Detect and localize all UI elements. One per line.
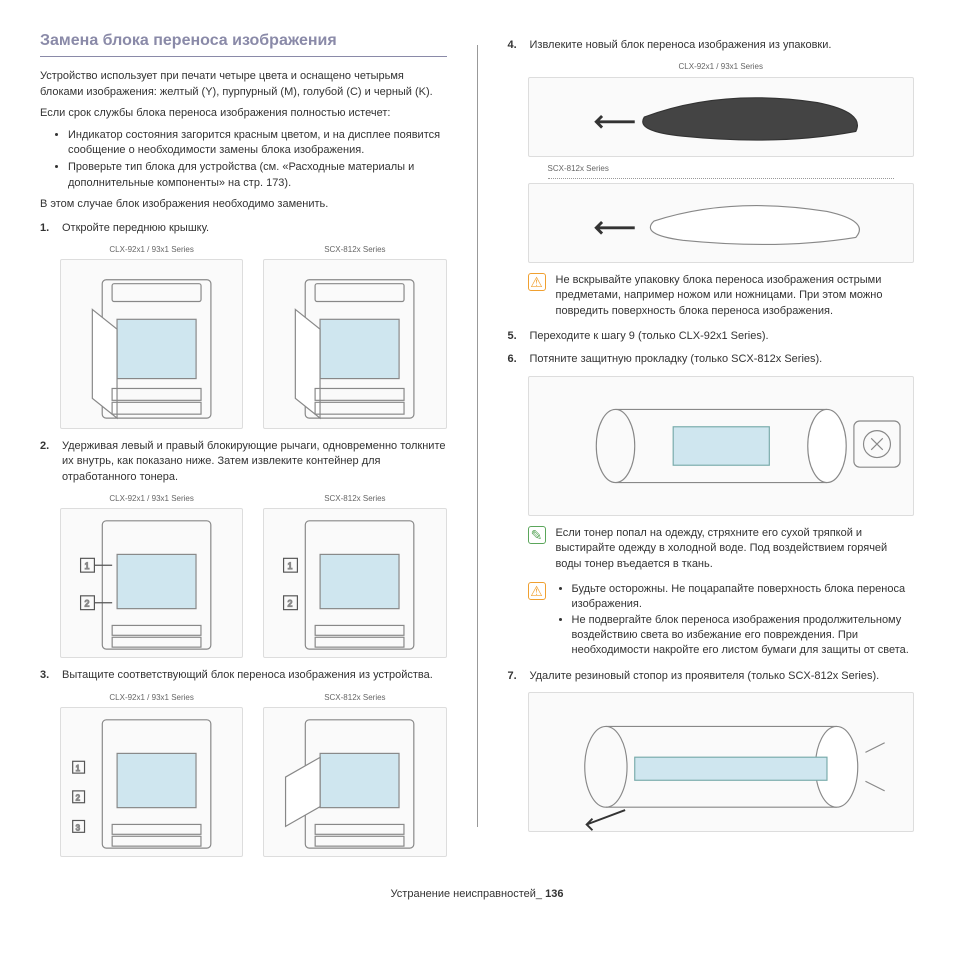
step-text: Откройте переднюю крышку.	[62, 221, 447, 236]
step-1: 1. Откройте переднюю крышку.	[40, 221, 447, 236]
step-text: Извлеките новый блок переноса изображени…	[530, 38, 915, 53]
step-number: 2.	[40, 439, 54, 485]
figure: CLX-92x1 / 93x1 Series 1 2	[60, 493, 243, 658]
step-list: 5. Переходите к шагу 9 (только CLX-92x1 …	[508, 329, 915, 368]
warning-note: ⚠ Не вскрывайте упаковку блока переноса …	[528, 273, 915, 319]
section-title: Замена блока переноса изображения	[40, 30, 447, 57]
figure-caption: SCX-812x Series	[548, 163, 895, 179]
step-2: 2. Удерживая левый и правый блокирующие …	[40, 439, 447, 485]
intro-paragraph-3: В этом случае блок изображения необходим…	[40, 197, 447, 212]
svg-text:2: 2	[288, 599, 293, 609]
step-text: Переходите к шагу 9 (только CLX-92x1 Ser…	[530, 329, 915, 344]
footer-section: Устранение неисправностей_	[391, 888, 542, 900]
figure: CLX-92x1 / 93x1 Series	[60, 244, 243, 429]
step-6: 6. Потяните защитную прокладку (только S…	[508, 352, 915, 367]
page-footer: Устранение неисправностей_ 136	[40, 887, 914, 902]
note-body: Будьте осторожны. Не поцарапайте поверхн…	[556, 582, 915, 659]
figure: CLX-92x1 / 93x1 Series 1 2 3	[60, 692, 243, 857]
step-text: Удалите резиновый стопор из проявителя (…	[530, 669, 915, 684]
step-number: 7.	[508, 669, 522, 684]
step-4: 4. Извлеките новый блок переноса изображ…	[508, 38, 915, 53]
bullet-item: Проверьте тип блока для устройства (см. …	[68, 160, 447, 191]
page-content: Замена блока переноса изображения Устрой…	[40, 30, 914, 867]
intro-bullets: Индикатор состояния загорится красным цв…	[68, 128, 447, 192]
step-list: 4. Извлеките новый блок переноса изображ…	[508, 38, 915, 53]
printer-diagram	[60, 259, 243, 429]
step-text: Вытащите соответствующий блок переноса и…	[62, 668, 447, 683]
figure-caption: SCX-812x Series	[263, 692, 446, 703]
svg-text:3: 3	[76, 823, 81, 832]
step-number: 1.	[40, 221, 54, 236]
warning-icon: ⚠	[528, 582, 546, 600]
info-icon: ✎	[528, 526, 546, 544]
intro-paragraph-2: Если срок службы блока переноса изображе…	[40, 106, 447, 121]
printer-diagram: 1 2	[263, 508, 446, 658]
left-column: Замена блока переноса изображения Устрой…	[40, 30, 447, 867]
warning-bullet: Будьте осторожны. Не поцарапайте поверхн…	[572, 582, 915, 613]
drum-unit-diagram	[528, 692, 915, 832]
figure-row-2: CLX-92x1 / 93x1 Series 1 2 SCX-812x Seri…	[60, 493, 447, 658]
note-text: Если тонер попал на одежду, стряхните ег…	[556, 526, 915, 572]
svg-text:2: 2	[76, 794, 80, 803]
intro-paragraph-1: Устройство использует при печати четыре …	[40, 69, 447, 100]
step-list: 1. Откройте переднюю крышку.	[40, 221, 447, 236]
step-list: 7. Удалите резиновый стопор из проявител…	[508, 669, 915, 684]
printer-diagram	[263, 707, 446, 857]
figure-caption: CLX-92x1 / 93x1 Series	[60, 493, 243, 504]
step-7: 7. Удалите резиновый стопор из проявител…	[508, 669, 915, 684]
svg-text:2: 2	[85, 599, 90, 609]
note-text: Не вскрывайте упаковку блока переноса из…	[556, 273, 915, 319]
figure-caption: SCX-812x Series	[263, 493, 446, 504]
svg-text:1: 1	[85, 562, 90, 572]
step-list: 3. Вытащите соответствующий блок перенос…	[40, 668, 447, 683]
step-number: 5.	[508, 329, 522, 344]
figure-caption: CLX-92x1 / 93x1 Series	[528, 61, 915, 72]
figure-block-6	[528, 376, 915, 516]
step-number: 3.	[40, 668, 54, 683]
unpack-diagram	[528, 183, 915, 263]
figure-row-3: CLX-92x1 / 93x1 Series 1 2 3 SCX-812x Se…	[60, 692, 447, 857]
unpack-diagram	[528, 77, 915, 157]
drum-unit-diagram	[528, 376, 915, 516]
svg-text:1: 1	[288, 562, 293, 572]
figure: SCX-812x Series	[263, 692, 446, 857]
info-note: ✎ Если тонер попал на одежду, стряхните …	[528, 526, 915, 572]
figure-block-7	[528, 692, 915, 832]
bullet-item: Индикатор состояния загорится красным цв…	[68, 128, 447, 159]
printer-diagram: 1 2	[60, 508, 243, 658]
figure: SCX-812x Series	[263, 244, 446, 429]
figure-row-1: CLX-92x1 / 93x1 Series SCX-812x Series	[60, 244, 447, 429]
figure-block-4: CLX-92x1 / 93x1 Series SCX-812x Series	[528, 61, 915, 262]
step-number: 6.	[508, 352, 522, 367]
figure-caption: SCX-812x Series	[263, 244, 446, 255]
footer-page-number: 136	[545, 888, 563, 900]
printer-diagram: 1 2 3	[60, 707, 243, 857]
figure-caption: CLX-92x1 / 93x1 Series	[60, 244, 243, 255]
figure-caption: CLX-92x1 / 93x1 Series	[60, 692, 243, 703]
warning-note: ⚠ Будьте осторожны. Не поцарапайте повер…	[528, 582, 915, 659]
figure: SCX-812x Series 1 2	[263, 493, 446, 658]
right-column: 4. Извлеките новый блок переноса изображ…	[508, 30, 915, 867]
warning-bullet: Не подвергайте блок переноса изображения…	[572, 613, 915, 659]
step-text: Удерживая левый и правый блокирующие рыч…	[62, 439, 447, 485]
step-3: 3. Вытащите соответствующий блок перенос…	[40, 668, 447, 683]
step-5: 5. Переходите к шагу 9 (только CLX-92x1 …	[508, 329, 915, 344]
step-number: 4.	[508, 38, 522, 53]
svg-text:1: 1	[76, 764, 80, 773]
step-list: 2. Удерживая левый и правый блокирующие …	[40, 439, 447, 485]
step-text: Потяните защитную прокладку (только SCX-…	[530, 352, 915, 367]
printer-diagram	[263, 259, 446, 429]
column-divider	[477, 45, 478, 827]
warning-icon: ⚠	[528, 273, 546, 291]
